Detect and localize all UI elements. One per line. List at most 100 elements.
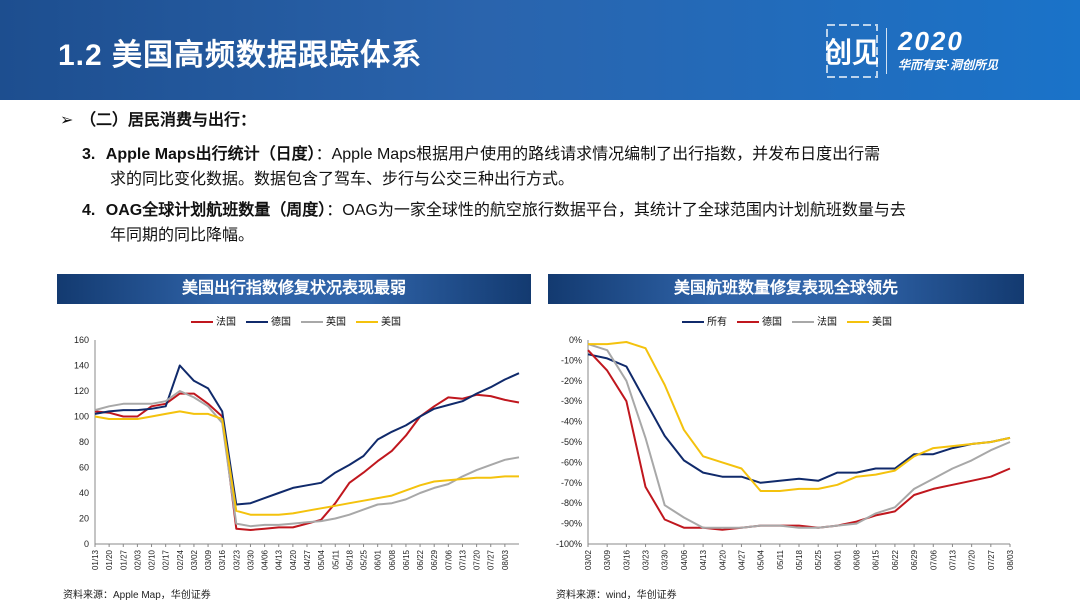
legend-item-0: 所有	[682, 313, 727, 328]
item-4-text1: OAG为一家全球性的航空旅行数据平台，其统计了全球范围内计划航班数量与去	[342, 202, 906, 219]
x-tick-label: 02/24	[176, 549, 185, 570]
legend-label: 美国	[381, 317, 401, 328]
legend-swatch	[847, 321, 869, 324]
x-tick-label: 08/03	[501, 549, 510, 570]
series-line-法国	[94, 392, 520, 531]
legend-item-0: 法国	[191, 313, 236, 328]
x-tick-label: 04/13	[699, 549, 708, 570]
section-bullet: ➢	[60, 112, 74, 129]
item-3-text2: 求的同比变化数据。数据包含了驾车、步行与公交三种出行方式。	[110, 171, 575, 188]
x-tick-label: 04/20	[289, 549, 298, 570]
chart-title-mobility: 美国出行指数修复状况表现最弱	[57, 274, 531, 304]
legend-swatch	[682, 321, 704, 324]
x-tick-label: 07/06	[444, 549, 453, 570]
series-line-德国	[587, 349, 1011, 531]
legend-swatch	[356, 321, 378, 324]
legend-label: 法国	[216, 317, 236, 328]
legend-swatch	[301, 321, 323, 324]
logo-year: 2020	[898, 26, 964, 56]
x-tick-label: 04/20	[718, 549, 727, 570]
x-tick-label: 06/29	[910, 549, 919, 570]
logo-tagline: 华而有实·洞创所见	[898, 58, 998, 72]
y-tick-label: 80	[79, 437, 89, 447]
x-tick-label: 05/25	[360, 549, 369, 570]
y-tick-label: -40%	[561, 417, 582, 427]
x-tick-label: 05/18	[345, 549, 354, 570]
x-tick-label: 01/13	[91, 549, 100, 570]
item-3-line1: 3. Apple Maps出行统计（日度）：Apple Maps根据用户使用的路…	[82, 142, 880, 167]
chart-panel-mobility: 美国出行指数修复状况表现最弱 法国 德国 英国 美国 0 20 40 60 80 100 120 1…	[57, 270, 531, 608]
x-tick-label: 07/20	[968, 549, 977, 570]
y-tick-label: 0%	[569, 335, 582, 345]
series-line-英国	[94, 390, 520, 528]
x-tick-label: 06/22	[416, 549, 425, 570]
logo-divider	[886, 28, 887, 74]
x-tick-label: 04/13	[275, 549, 284, 570]
x-tick-label: 03/02	[190, 549, 199, 570]
y-tick-label: 60	[79, 463, 89, 473]
legend-label: 所有	[707, 317, 727, 328]
x-tick-label: 03/09	[204, 549, 213, 570]
series-line-所有	[587, 353, 1011, 484]
legend-item-1: 德国	[246, 313, 291, 328]
y-tick-label: -20%	[561, 376, 582, 386]
header-bar: 1.2 美国高频数据跟踪体系 创见 2020 华而有实·洞创所见	[0, 0, 1080, 100]
chart-flights: 0% -10% -20% -30% -40% -50% -60% -70% -80% -90% -1…	[556, 335, 1015, 570]
logo-mark-text: 创见	[826, 37, 878, 68]
item-4-text2: 年同期的同比降幅。	[110, 227, 255, 244]
y-tick-label: -50%	[561, 437, 582, 447]
x-tick-label: 04/06	[680, 549, 689, 570]
y-tick-label: -70%	[561, 478, 582, 488]
x-tick-label: 03/09	[603, 549, 612, 570]
y-tick-label: 0	[84, 539, 89, 549]
chart-mobility: 0 20 40 60 80 100 120 140 160 01/13 01/20 01/27 02/0…	[74, 335, 520, 570]
x-tick-label: 06/08	[388, 549, 397, 570]
x-tick-label: 06/08	[853, 549, 862, 570]
item-3-title: Apple Maps出行统计（日度）	[105, 146, 316, 163]
chart-title-flights: 美国航班数量修复表现全球领先	[548, 274, 1024, 304]
y-tick-label: -80%	[561, 498, 582, 508]
x-tick-label: 07/13	[948, 549, 957, 570]
logo-mark: 创见	[826, 24, 878, 78]
x-tick-label: 06/15	[402, 549, 411, 570]
x-tick-label: 05/04	[317, 549, 326, 570]
x-tick-label: 03/30	[661, 549, 670, 570]
y-tick-label: -30%	[561, 396, 582, 406]
series-line-美国	[588, 341, 1011, 492]
y-tick-label: -100%	[556, 539, 582, 549]
x-tick-label: 05/18	[795, 549, 804, 570]
y-tick-label: -60%	[561, 457, 582, 467]
legend-item-3: 美国	[356, 313, 401, 328]
legend-label: 英国	[326, 317, 346, 328]
x-tick-label: 03/23	[642, 549, 651, 570]
chart-legend-flights: 所有 德国 法国 美国	[682, 313, 902, 328]
x-tick-label: 05/04	[757, 549, 766, 570]
legend-label: 美国	[872, 317, 892, 328]
y-tick-label: 120	[74, 386, 89, 396]
item-3-sep: ：	[315, 146, 332, 163]
x-tick-label: 01/20	[105, 549, 114, 570]
section-title: （二）居民消费与出行：	[80, 112, 257, 129]
legend-swatch	[737, 321, 759, 324]
legend-item-2: 英国	[301, 313, 346, 328]
x-tick-label: 03/02	[584, 549, 593, 570]
x-tick-label: 02/10	[148, 549, 157, 570]
legend-label: 德国	[762, 317, 782, 328]
series-line-美国	[94, 410, 519, 516]
x-tick-label: 08/03	[1006, 549, 1015, 570]
legend-label: 法国	[817, 317, 837, 328]
x-tick-label: 05/11	[331, 549, 340, 569]
x-tick-label: 03/23	[232, 549, 241, 570]
x-tick-label: 07/13	[458, 549, 467, 570]
x-tick-label: 04/06	[261, 549, 270, 570]
x-tick-label: 02/03	[133, 549, 142, 570]
y-tick-label: -90%	[561, 519, 582, 529]
x-tick-label: 03/30	[246, 549, 255, 570]
y-tick-label: 100	[74, 412, 89, 422]
x-tick-label: 06/01	[374, 549, 383, 570]
x-tick-label: 07/27	[487, 549, 496, 570]
x-tick-label: 05/25	[814, 549, 823, 570]
x-tick-label: 07/27	[987, 549, 996, 570]
x-tick-label: 06/22	[891, 549, 900, 570]
legend-item-1: 德国	[737, 313, 782, 328]
